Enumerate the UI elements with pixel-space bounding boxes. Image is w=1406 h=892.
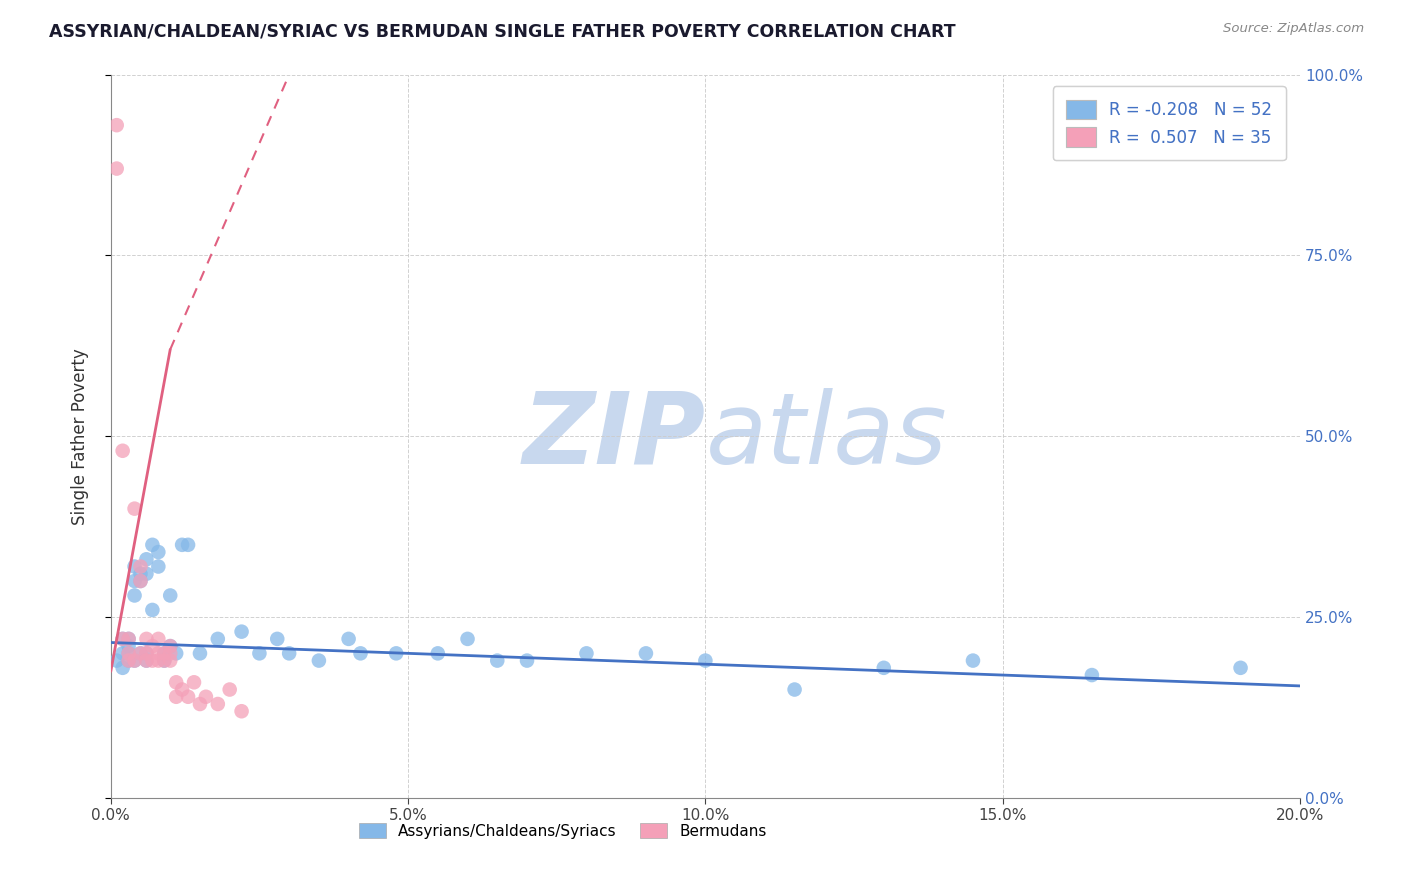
Point: [337, 632, 360, 646]
Point: [188, 646, 211, 660]
Point: [177, 538, 200, 552]
Point: [135, 552, 157, 566]
Point: [153, 654, 176, 668]
Point: [1229, 661, 1251, 675]
Point: [141, 603, 163, 617]
Point: [695, 654, 717, 668]
Point: [575, 646, 598, 660]
Point: [249, 646, 271, 660]
Point: [117, 654, 139, 668]
Point: [135, 632, 157, 646]
Text: ZIP: ZIP: [523, 388, 706, 484]
Point: [117, 646, 139, 660]
Point: [148, 632, 170, 646]
Point: [124, 654, 146, 668]
Point: [124, 559, 146, 574]
Point: [148, 545, 170, 559]
Point: [135, 654, 157, 668]
Point: [207, 697, 229, 711]
Point: [124, 589, 146, 603]
Point: [218, 682, 240, 697]
Point: [141, 639, 163, 653]
Point: [117, 639, 139, 653]
Point: [105, 118, 128, 132]
Point: [129, 566, 152, 581]
Point: [129, 559, 152, 574]
Point: [783, 682, 806, 697]
Point: [962, 654, 984, 668]
Point: [148, 654, 170, 668]
Point: [135, 646, 157, 660]
Text: Source: ZipAtlas.com: Source: ZipAtlas.com: [1223, 22, 1364, 36]
Point: [516, 654, 538, 668]
Point: [148, 559, 170, 574]
Point: [148, 646, 170, 660]
Point: [159, 639, 181, 653]
Point: [153, 654, 176, 668]
Point: [105, 161, 128, 176]
Point: [135, 654, 157, 668]
Point: [129, 646, 152, 660]
Point: [135, 646, 157, 660]
Point: [231, 624, 253, 639]
Point: [153, 646, 176, 660]
Point: [141, 654, 163, 668]
Y-axis label: Single Father Poverty: Single Father Poverty: [72, 348, 89, 524]
Point: [278, 646, 301, 660]
Text: ASSYRIAN/CHALDEAN/SYRIAC VS BERMUDAN SINGLE FATHER POVERTY CORRELATION CHART: ASSYRIAN/CHALDEAN/SYRIAC VS BERMUDAN SIN…: [49, 22, 956, 40]
Point: [117, 632, 139, 646]
Point: [385, 646, 408, 660]
Point: [177, 690, 200, 704]
Point: [165, 690, 187, 704]
Point: [124, 574, 146, 588]
Point: [111, 646, 134, 660]
Point: [486, 654, 509, 668]
Point: [165, 675, 187, 690]
Point: [124, 654, 146, 668]
Point: [159, 639, 181, 653]
Point: [231, 704, 253, 718]
Point: [426, 646, 449, 660]
Point: [159, 589, 181, 603]
Point: [172, 538, 194, 552]
Point: [153, 646, 176, 660]
Point: [111, 443, 134, 458]
Point: [183, 675, 205, 690]
Point: [159, 646, 181, 660]
Legend: R = -0.208   N = 52, R =  0.507   N = 35: R = -0.208 N = 52, R = 0.507 N = 35: [1053, 87, 1285, 160]
Point: [188, 697, 211, 711]
Point: [117, 654, 139, 668]
Point: [349, 646, 371, 660]
Point: [111, 661, 134, 675]
Point: [124, 501, 146, 516]
Point: [873, 661, 896, 675]
Point: [194, 690, 217, 704]
Point: [111, 632, 134, 646]
Point: [129, 574, 152, 588]
Point: [117, 632, 139, 646]
Point: [105, 654, 128, 668]
Point: [172, 682, 194, 697]
Point: [111, 632, 134, 646]
Point: [117, 646, 139, 660]
Point: [141, 538, 163, 552]
Point: [129, 646, 152, 660]
Point: [634, 646, 657, 660]
Point: [165, 646, 187, 660]
Point: [129, 574, 152, 588]
Text: atlas: atlas: [706, 388, 948, 484]
Point: [207, 632, 229, 646]
Point: [1081, 668, 1104, 682]
Point: [308, 654, 330, 668]
Point: [457, 632, 479, 646]
Point: [135, 566, 157, 581]
Point: [159, 654, 181, 668]
Point: [266, 632, 288, 646]
